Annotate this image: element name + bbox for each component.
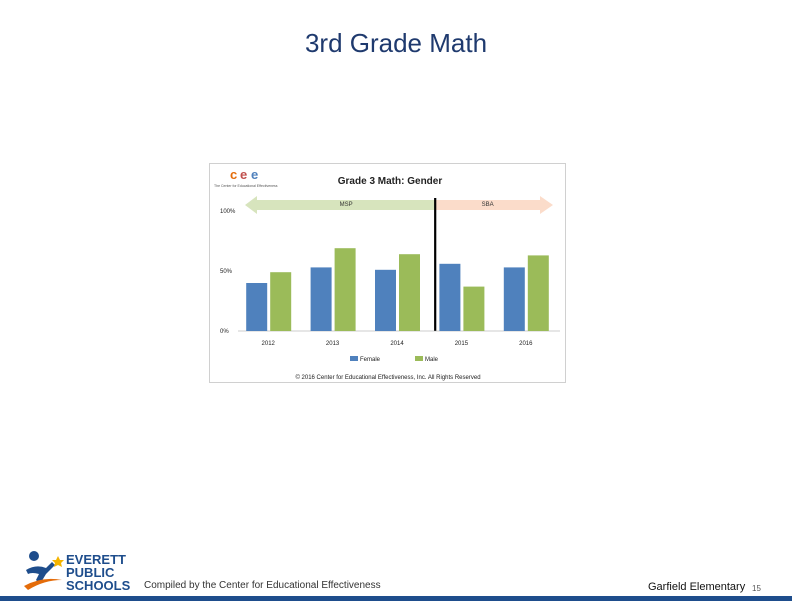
sba-band-label: SBA — [482, 202, 494, 208]
bar-male-2016 — [527, 255, 549, 331]
footer-bar — [0, 596, 792, 601]
sba-band-arrow — [435, 196, 553, 214]
x-tick-label: 2012 — [262, 341, 276, 347]
legend: Female Male — [350, 356, 439, 363]
bar-male-2015 — [463, 286, 485, 331]
page-number: 15 — [752, 584, 761, 593]
district-line-1: EVERETT — [66, 552, 126, 567]
x-tick-label: 2016 — [519, 341, 533, 347]
chart-svg: c e e The Center for Educational Effecti… — [214, 167, 560, 381]
assessment-bands: MSP SBA — [245, 196, 553, 331]
bar-female-2012 — [246, 283, 268, 331]
cee-letter-e2: e — [251, 167, 258, 182]
district-name: EVERETT PUBLIC SCHOOLS — [66, 553, 130, 592]
bar-female-2015 — [439, 263, 461, 331]
x-tick-label: 2013 — [326, 341, 340, 347]
footer-credit: Compiled by the Center for Educational E… — [144, 580, 381, 591]
footer-school-name: Garfield Elementary — [648, 581, 746, 593]
bar-male-2012 — [270, 272, 292, 331]
msp-band-arrow — [245, 196, 436, 214]
msp-band-label: MSP — [340, 202, 353, 208]
bars — [246, 248, 549, 331]
cee-letter-e1: e — [240, 167, 247, 182]
cee-letter-c: c — [230, 167, 237, 182]
bar-female-2016 — [503, 267, 525, 331]
x-axis-labels: 2012 2013 2014 2015 2016 — [262, 341, 534, 347]
bar-male-2014 — [399, 254, 420, 331]
cee-logo: c e e The Center for Educational Effecti… — [214, 167, 278, 188]
everett-logo-icon — [24, 551, 64, 590]
district-line-3: SCHOOLS — [66, 578, 131, 593]
chart-copyright: © 2016 Center for Educational Effectiven… — [295, 374, 480, 381]
legend-label-male: Male — [425, 357, 439, 363]
bar-female-2014 — [375, 269, 396, 331]
legend-swatch-female — [350, 356, 358, 361]
cee-tagline: The Center for Educational Effectiveness — [214, 184, 278, 188]
bar-female-2013 — [310, 267, 332, 331]
x-tick-label: 2014 — [390, 341, 404, 347]
district-line-2: PUBLIC — [66, 565, 115, 580]
chart-title: Grade 3 Math: Gender — [338, 176, 443, 187]
legend-swatch-male — [415, 356, 423, 361]
x-tick-label: 2015 — [455, 341, 469, 347]
y-tick-label: 50% — [220, 269, 233, 275]
chart-image: c e e The Center for Educational Effecti… — [209, 163, 566, 383]
slide-title: 3rd Grade Math — [304, 28, 488, 58]
y-tick-label: 0% — [220, 329, 229, 335]
legend-label-female: Female — [360, 357, 381, 363]
bar-male-2013 — [334, 248, 356, 331]
y-tick-label: 100% — [220, 209, 236, 215]
